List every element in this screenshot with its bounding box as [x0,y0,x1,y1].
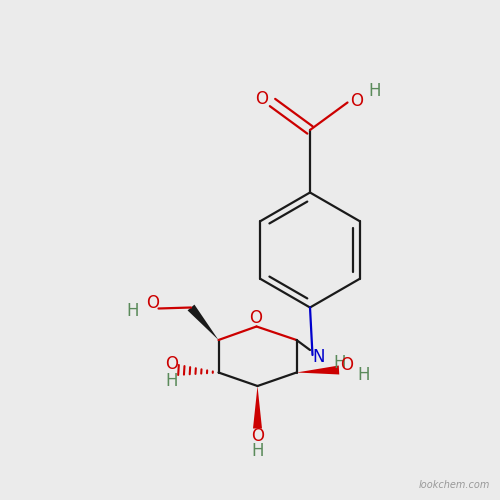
Text: O: O [340,356,353,374]
Text: O: O [166,355,178,373]
Text: H: H [358,366,370,384]
Polygon shape [188,304,218,340]
Text: O: O [250,309,262,327]
Text: O: O [255,90,268,108]
Polygon shape [296,366,340,374]
Text: H: H [126,302,139,320]
Text: H: H [166,372,178,390]
Text: O: O [146,294,159,312]
Text: lookchem.com: lookchem.com [418,480,490,490]
Text: N: N [312,348,325,366]
Text: H: H [334,354,346,372]
Text: O: O [350,92,363,110]
Text: O: O [252,427,264,445]
Polygon shape [253,386,262,428]
Text: H: H [369,82,382,100]
Text: H: H [252,442,264,460]
